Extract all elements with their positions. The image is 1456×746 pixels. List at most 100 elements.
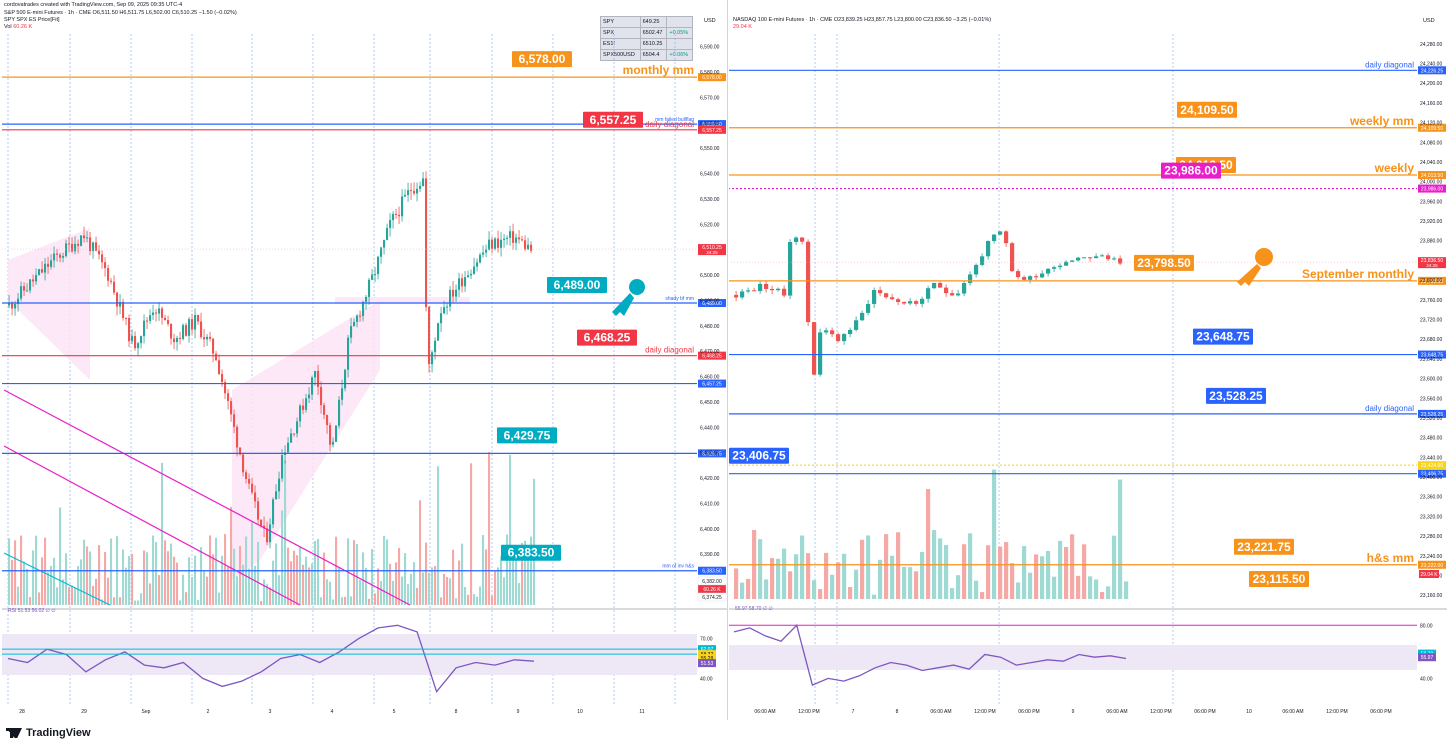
volume-bar (740, 582, 745, 599)
symbol-legend[interactable]: S&P 500 E-mini Futures · 1h · CME O6,511… (4, 10, 237, 16)
y-axis-tick-label: 24,280.00 (1420, 42, 1442, 48)
volume-bar (473, 594, 476, 605)
x-axis-tick-label: 06:00 AM (930, 709, 951, 715)
candle-body (443, 307, 446, 314)
volume-bar (452, 549, 455, 605)
volume-bar (1010, 563, 1015, 599)
candle-body (203, 337, 206, 340)
candle-body (68, 243, 71, 245)
volume-bar (527, 547, 530, 605)
volume-bar (395, 562, 398, 605)
right-chart-canvas[interactable]: daily diagonal 24,226.25 24,109.50 weekly m… (729, 0, 1456, 720)
price-label-text: 23,648.75 (1196, 330, 1250, 344)
y-axis-tick-label: 6,440.00 (700, 425, 720, 431)
candle-body (1046, 268, 1051, 274)
symbol-legend[interactable]: NASDAQ 100 E-mini Futures · 1h · CME O23… (733, 17, 992, 23)
right-chart-panel[interactable]: NASDAQ 100 E-mini Futures · 1h · CME O23… (729, 0, 1456, 720)
volume-bar (497, 567, 500, 605)
volume-bar (218, 592, 221, 605)
volume-bar (956, 575, 961, 599)
axis-price-tag (1418, 350, 1446, 359)
candle-body (806, 241, 811, 323)
volume-bar (794, 554, 799, 599)
candle-body (137, 343, 140, 349)
tradingview-logo[interactable]: TradingView (6, 727, 91, 739)
candle-body (65, 243, 68, 257)
y-axis-tick-label: 6,500.00 (700, 273, 720, 279)
candle-body (134, 335, 137, 349)
volume-bar (380, 581, 383, 605)
candle-body (131, 335, 134, 342)
candle-body (287, 442, 290, 453)
volume-bar (413, 562, 416, 605)
y-axis-tick-label: 24,160.00 (1420, 101, 1442, 107)
volume-bar (71, 585, 74, 605)
volume-bar (488, 452, 491, 605)
candle-body (362, 301, 365, 317)
price-label-box (1249, 571, 1309, 587)
left-chart-panel[interactable]: cordovatrades created with TradingView.c… (0, 0, 728, 720)
candle-body (368, 279, 371, 297)
y-axis-tick-label: 23,600.00 (1420, 377, 1442, 383)
volume-bar (353, 540, 356, 605)
volume-bar (458, 560, 461, 605)
candle-body (116, 292, 119, 307)
price-level-note: daily diagonal (645, 346, 694, 355)
axis-price-tag (1418, 123, 1446, 132)
volume-bar (788, 571, 793, 599)
candle-body (248, 479, 251, 484)
candle-body (11, 303, 14, 309)
candle-body (884, 293, 889, 298)
volume-bar (734, 568, 739, 599)
axis-price-tag (1418, 66, 1446, 75)
candle-body (800, 237, 805, 242)
candle-body (479, 254, 482, 263)
y-axis-tick-label: 6,420.00 (700, 476, 720, 482)
price-level-note: weekly mm (1349, 114, 1414, 128)
volume-bar (89, 551, 92, 605)
candle-body (278, 478, 281, 492)
candle-body (395, 213, 398, 215)
chart-credit: cordovatrades created with TradingView.c… (4, 2, 183, 8)
candle-body (926, 288, 931, 299)
volume-bar (926, 488, 931, 599)
candle-body (518, 237, 521, 240)
candle-body (404, 194, 407, 197)
candle-body (191, 319, 194, 330)
candle-body (974, 264, 979, 275)
candle-body (413, 190, 416, 194)
volume-bar (338, 567, 341, 605)
candle-body (962, 283, 967, 294)
compare-legend[interactable]: SPY SPX ES Price[Fit] (4, 17, 60, 23)
candle-body (365, 296, 368, 302)
volume-bar (158, 575, 161, 605)
candle-body (188, 319, 191, 336)
candle-body (257, 501, 260, 520)
candle-body (482, 252, 485, 255)
volume-bar (524, 540, 527, 605)
volume-bar (104, 551, 107, 605)
left-chart-canvas[interactable]: 6,578.00 monthly mm 6,578.00 mm failed bull… (0, 0, 727, 720)
volume-bar (1022, 546, 1027, 599)
rsi-axis-tick: 40.00 (700, 676, 713, 682)
volume-axis-tag (1419, 570, 1439, 578)
volume-bar (8, 538, 11, 605)
axis-price-tag-text: 23,986.00 (1421, 187, 1443, 193)
price-label-text: 23,115.50 (1253, 572, 1306, 586)
axis-price-tag (698, 299, 726, 308)
axis-price-tag-text: 6,489.00 (702, 301, 722, 307)
y-axis-tick-label: 23,920.00 (1420, 219, 1442, 225)
volume-bar (80, 559, 83, 605)
volume-bar (164, 540, 167, 605)
volume-bar (509, 454, 512, 605)
candle-body (848, 329, 853, 335)
candle-body (224, 382, 227, 394)
candle-body (497, 238, 500, 248)
volume-bar (980, 592, 985, 599)
candle-body (95, 242, 98, 251)
volume-bar (1094, 579, 1099, 599)
rsi-axis-tag (698, 645, 716, 654)
y-axis-tick-label: 23,560.00 (1420, 396, 1442, 402)
candle-body (53, 253, 56, 261)
candle-body (461, 278, 464, 287)
